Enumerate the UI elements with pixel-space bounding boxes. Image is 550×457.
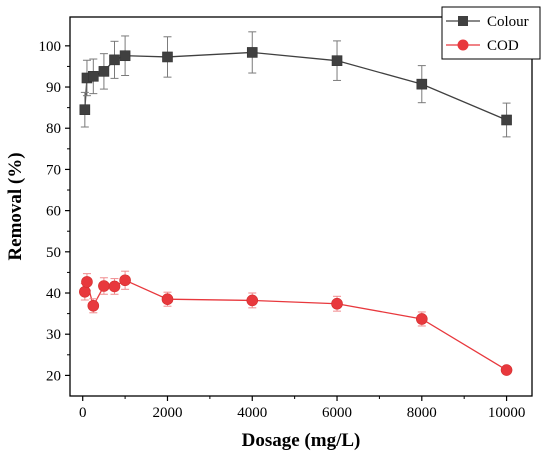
- x-axis-title: Dosage (mg/L): [242, 430, 361, 451]
- data-point: [246, 47, 258, 58]
- y-tick-label: 70: [46, 162, 61, 178]
- data-point: [108, 280, 121, 293]
- x-tick-label: 0: [79, 405, 87, 421]
- series-cod: [79, 270, 513, 376]
- data-point: [331, 55, 343, 66]
- legend-label: Colour: [487, 14, 529, 30]
- y-tick-label: 90: [46, 80, 61, 96]
- y-axis-title: Removal (%): [5, 152, 26, 260]
- legend-item-colour: Colour: [446, 14, 529, 30]
- legend-box: [441, 6, 541, 60]
- x-tick-label: 10000: [488, 405, 526, 421]
- y-tick-label: 60: [46, 204, 61, 220]
- data-point: [246, 294, 259, 307]
- x-tick-label: 6000: [322, 405, 352, 421]
- y-tick-label: 100: [39, 39, 62, 55]
- y-tick-label: 30: [46, 327, 61, 343]
- y-tick-label: 50: [46, 245, 61, 261]
- series-colour: [79, 31, 512, 138]
- data-point: [415, 313, 428, 325]
- legend-marker: [458, 16, 468, 26]
- x-tick-label: 8000: [407, 405, 437, 421]
- data-point: [119, 50, 131, 62]
- data-point: [98, 280, 110, 292]
- data-point: [501, 114, 512, 126]
- series-line: [84, 279, 507, 371]
- y-tick-label: 40: [46, 286, 61, 302]
- legend: Colour COD: [441, 6, 541, 60]
- series-line: [84, 51, 507, 121]
- data-point: [81, 276, 93, 288]
- data-point: [161, 293, 174, 305]
- data-point: [109, 54, 120, 66]
- y-tick-label: 20: [46, 368, 61, 384]
- series-layer: [79, 31, 513, 376]
- data-point: [500, 364, 513, 376]
- legend-label: COD: [487, 38, 519, 54]
- data-point: [79, 104, 91, 115]
- data-point: [98, 66, 110, 77]
- x-tick-label: 4000: [237, 405, 267, 421]
- y-tick-label: 80: [46, 121, 61, 137]
- plot-frame: [69, 16, 533, 397]
- axes: 0 2000 4000 6000 8000 10000 20 30 40 50 60 70 80 90 10…: [39, 16, 533, 421]
- data-point: [119, 274, 131, 287]
- data-point: [88, 71, 99, 82]
- data-point: [416, 78, 428, 90]
- data-point: [79, 285, 91, 298]
- data-point: [331, 297, 343, 310]
- legend-item-cod: COD: [446, 38, 519, 54]
- legend-marker: [457, 39, 469, 51]
- x-tick-label: 2000: [152, 405, 182, 421]
- data-point: [162, 51, 173, 63]
- data-point: [87, 299, 100, 312]
